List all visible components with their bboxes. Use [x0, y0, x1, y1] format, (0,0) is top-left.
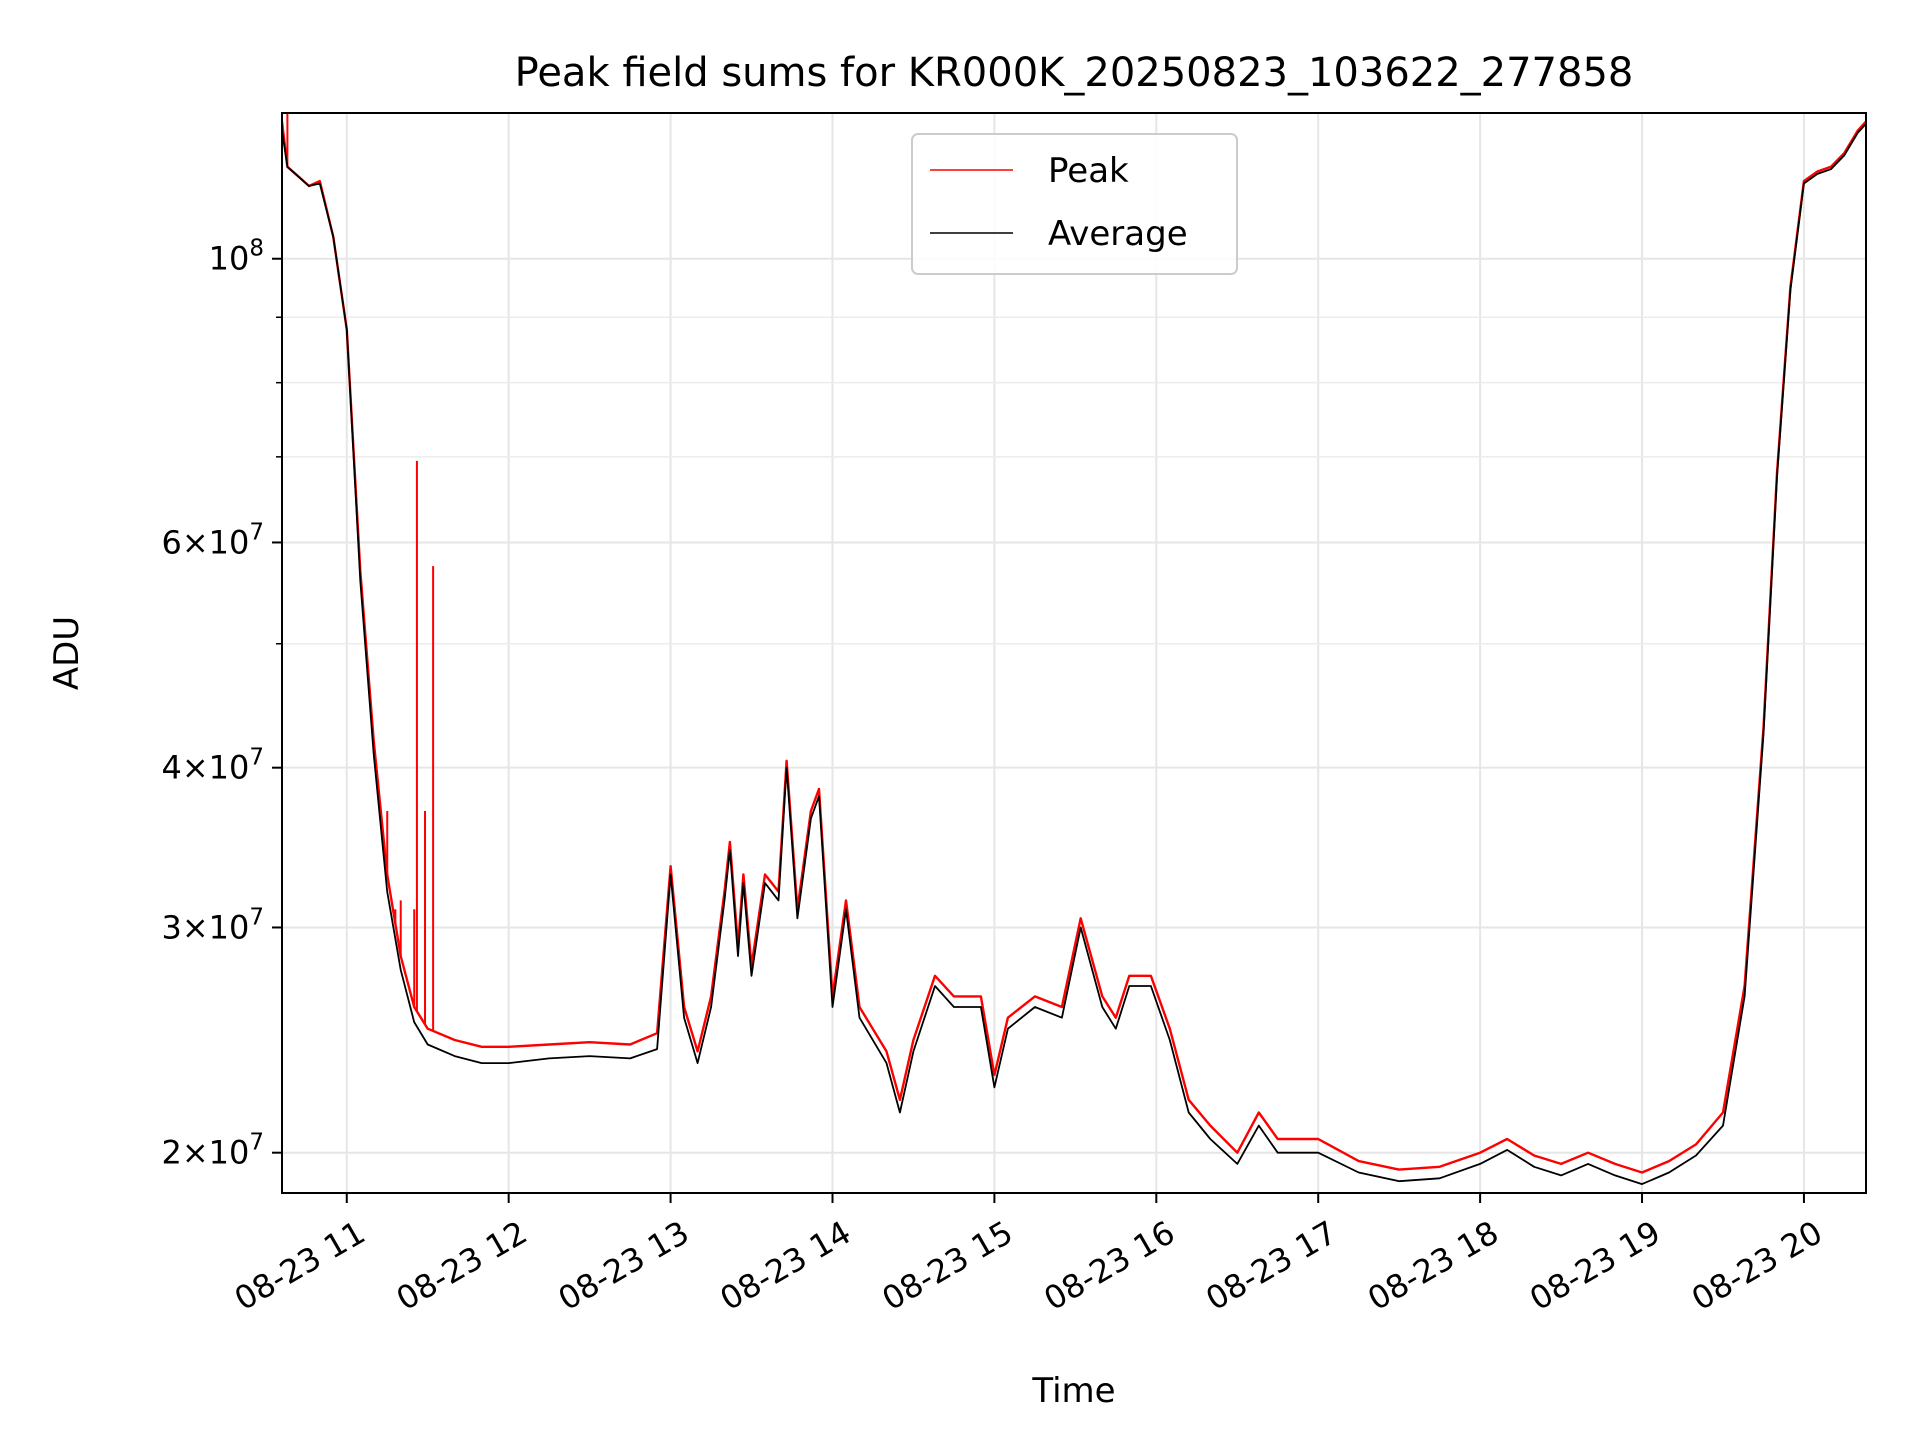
y-tick-label: 2×107	[161, 1130, 264, 1172]
y-tick-label: 6×107	[161, 519, 264, 561]
plot-frame	[281, 112, 1867, 1194]
y-tick-label: 3×107	[161, 904, 264, 946]
legend: Peak Average	[911, 133, 1238, 275]
legend-label-peak: Peak	[1048, 151, 1129, 191]
y-tick-label: 4×107	[161, 745, 264, 787]
x-axis-title: Time	[1031, 1371, 1115, 1411]
series-group	[282, 113, 1866, 1185]
y-axis-title: ADU	[47, 616, 87, 690]
series-line-average	[282, 123, 1866, 1185]
legend-box	[911, 133, 1238, 275]
series-line-peak	[282, 120, 1866, 1174]
chart-title: Peak field sums for KR000K_20250823_1036…	[515, 50, 1634, 96]
legend-label-average: Average	[1048, 214, 1188, 254]
y-tick-label: 108	[209, 236, 264, 278]
